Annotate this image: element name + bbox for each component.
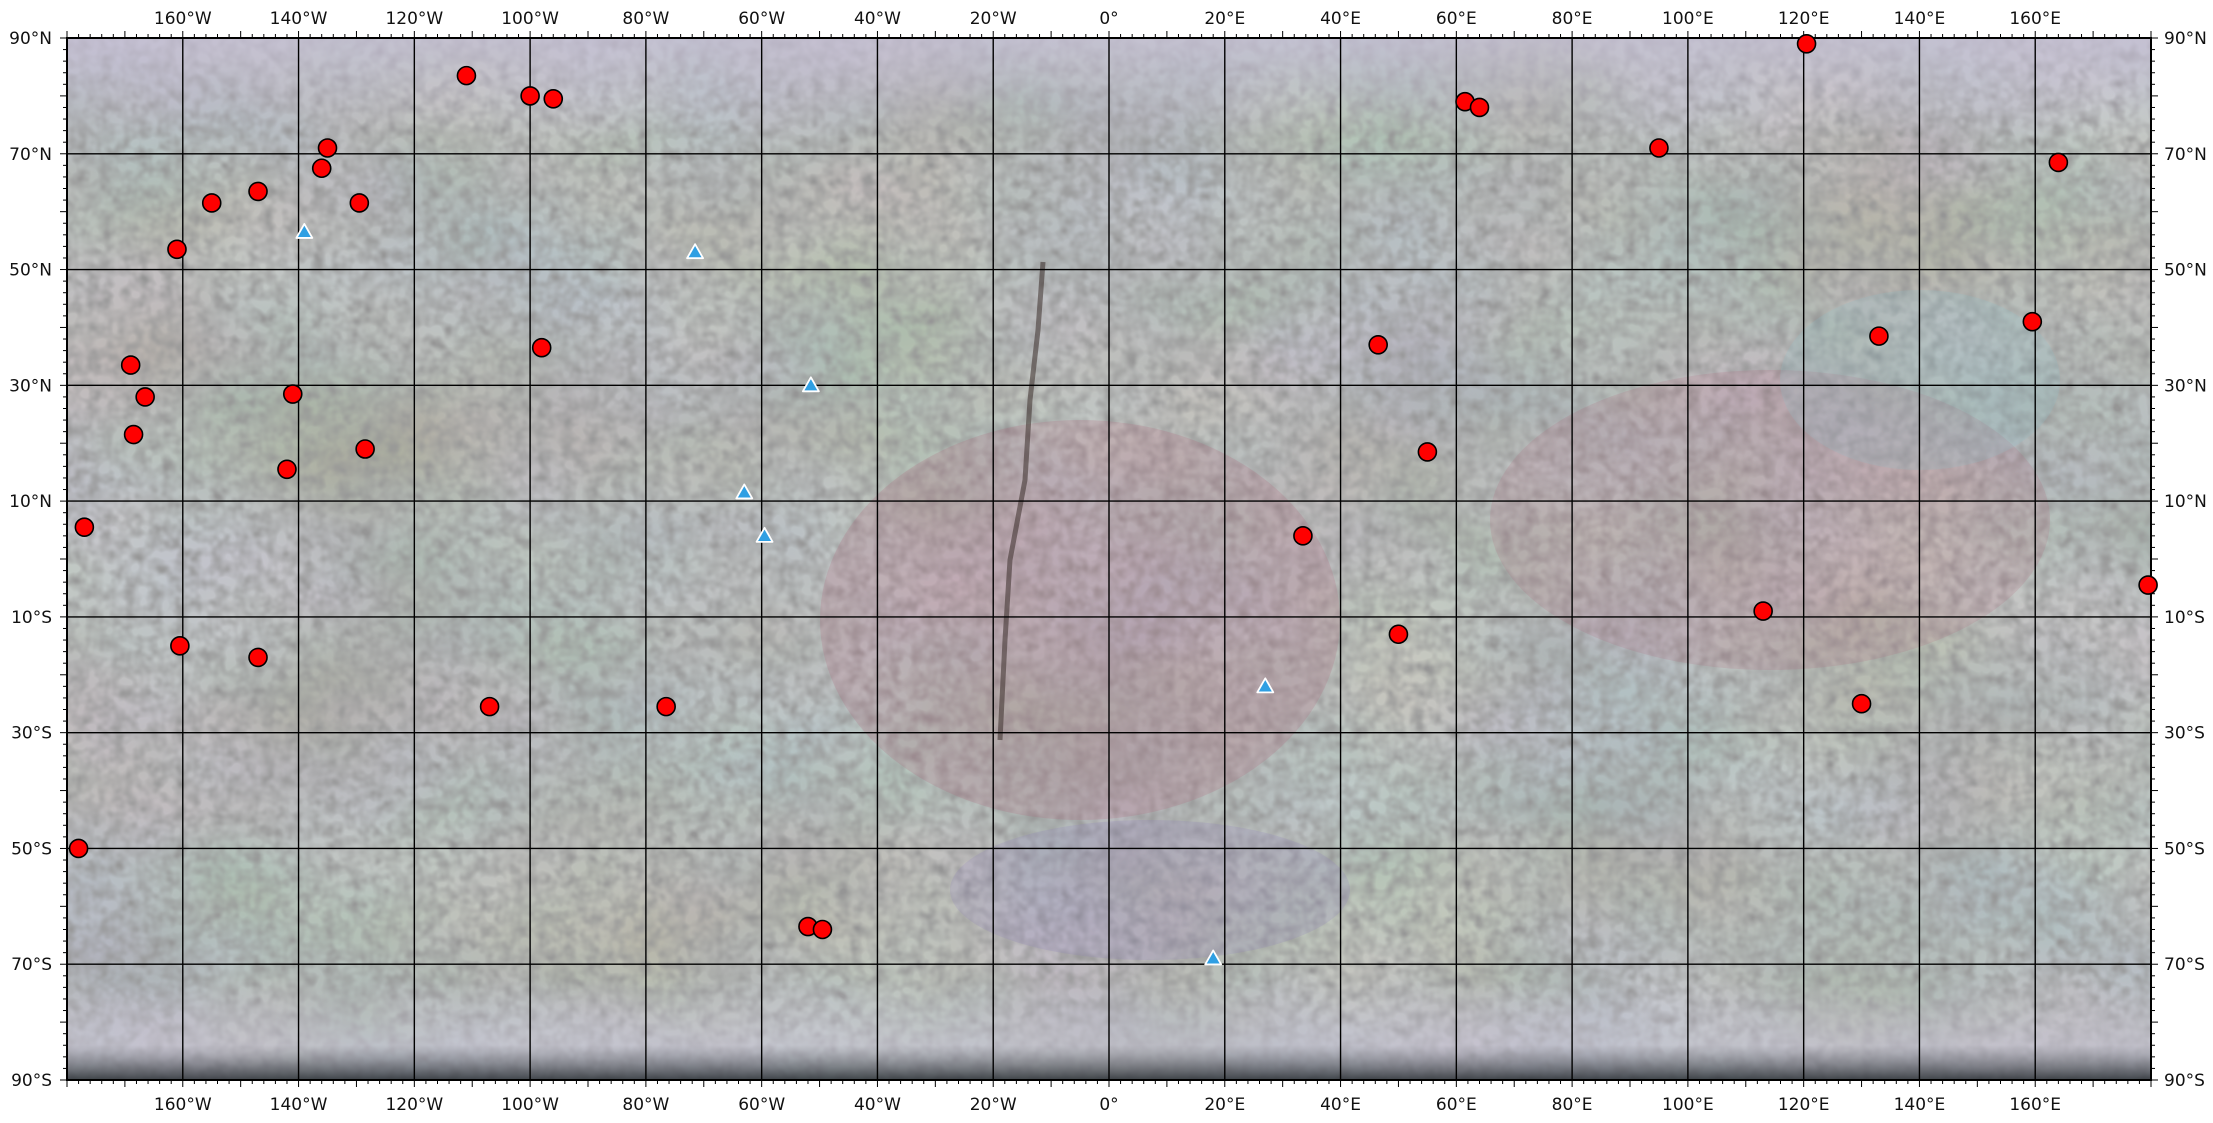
circle-marker (278, 460, 296, 478)
circle-marker (284, 385, 302, 403)
left-lat-tick-label: 50°S (11, 839, 52, 859)
right-lat-tick-label: 70°N (2164, 145, 2207, 165)
circle-marker (1754, 602, 1772, 620)
top-lon-tick-label: 0° (1099, 9, 1118, 29)
bottom-lon-tick-label: 100°W (501, 1095, 559, 1115)
right-lat-tick-label: 90°N (2164, 29, 2207, 49)
left-lat-tick-label: 90°N (9, 29, 52, 49)
circle-marker (136, 388, 154, 406)
top-lon-tick-label: 40°E (1320, 9, 1361, 29)
bottom-lon-tick-label: 80°W (622, 1095, 669, 1115)
circle-marker (70, 839, 88, 857)
left-lat-tick-label: 30°S (11, 724, 52, 744)
right-lat-tick-label: 30°N (2164, 376, 2207, 396)
circle-marker (457, 67, 475, 85)
left-lat-tick-label: 10°N (9, 492, 52, 512)
circle-marker (1798, 35, 1816, 53)
circle-marker (249, 182, 267, 200)
top-lon-tick-label: 140°E (1894, 9, 1946, 29)
circle-marker (1294, 527, 1312, 545)
bottom-lon-tick-label: 120°W (385, 1095, 443, 1115)
circle-marker (521, 87, 539, 105)
bottom-lon-tick-label: 20°W (970, 1095, 1017, 1115)
circle-marker (2023, 313, 2041, 331)
bottom-lon-tick-label: 20°E (1204, 1095, 1245, 1115)
bottom-lon-tick-label: 120°E (1778, 1095, 1830, 1115)
right-lat-tick-label: 90°S (2164, 1071, 2205, 1091)
right-lat-tick-label: 10°S (2164, 608, 2205, 628)
top-lon-tick-label: 20°E (1204, 9, 1245, 29)
top-lon-tick-label: 80°W (622, 9, 669, 29)
circle-marker (1650, 139, 1668, 157)
circle-marker (1389, 625, 1407, 643)
bottom-lon-tick-label: 160°W (154, 1095, 212, 1115)
top-lon-tick-label: 100°W (501, 9, 559, 29)
red-plains-region (820, 420, 1340, 820)
circle-marker (1870, 327, 1888, 345)
circle-marker (122, 356, 140, 374)
left-lat-tick-label: 50°N (9, 261, 52, 281)
left-lat-tick-label: 90°S (11, 1071, 52, 1091)
top-lon-tick-label: 40°W (854, 9, 901, 29)
top-lon-tick-label: 100°E (1662, 9, 1714, 29)
circle-marker (319, 139, 337, 157)
right-lat-tick-label: 50°S (2164, 839, 2205, 859)
circle-marker (313, 159, 331, 177)
right-lat-tick-label: 70°S (2164, 955, 2205, 975)
top-lon-tick-label: 20°W (970, 9, 1017, 29)
purple-low-region (950, 820, 1350, 960)
circle-marker (249, 648, 267, 666)
circle-marker (481, 698, 499, 716)
left-lat-tick-label: 70°S (11, 955, 52, 975)
circle-marker (813, 920, 831, 938)
left-lat-tick-label: 10°S (11, 608, 52, 628)
circle-marker (2049, 153, 2067, 171)
top-lon-tick-label: 140°W (270, 9, 328, 29)
circle-marker (1470, 98, 1488, 116)
circle-marker (1369, 336, 1387, 354)
circle-marker (2139, 576, 2157, 594)
circle-marker (75, 518, 93, 536)
circle-marker (657, 698, 675, 716)
top-lon-tick-label: 60°E (1436, 9, 1477, 29)
top-lon-tick-label: 120°W (385, 9, 443, 29)
top-lon-tick-label: 60°W (738, 9, 785, 29)
circle-marker (533, 339, 551, 357)
top-lon-tick-label: 120°E (1778, 9, 1830, 29)
bottom-lon-tick-label: 40°W (854, 1095, 901, 1115)
bottom-lon-tick-label: 60°W (738, 1095, 785, 1115)
bottom-lon-tick-label: 0° (1099, 1095, 1118, 1115)
circle-marker (350, 194, 368, 212)
circle-marker (125, 426, 143, 444)
bottom-lon-tick-label: 140°W (270, 1095, 328, 1115)
right-lat-tick-label: 30°S (2164, 724, 2205, 744)
right-lat-tick-label: 50°N (2164, 261, 2207, 281)
left-lat-tick-label: 30°N (9, 376, 52, 396)
bottom-lon-tick-label: 100°E (1662, 1095, 1714, 1115)
circle-marker (1418, 443, 1436, 461)
bottom-lon-tick-label: 160°E (2009, 1095, 2061, 1115)
circle-marker (356, 440, 374, 458)
top-lon-tick-label: 160°E (2009, 9, 2061, 29)
top-lon-tick-label: 80°E (1552, 9, 1593, 29)
top-lon-tick-label: 160°W (154, 9, 212, 29)
bottom-lon-tick-label: 80°E (1552, 1095, 1593, 1115)
circle-marker (203, 194, 221, 212)
circle-marker (168, 240, 186, 258)
bottom-lon-tick-label: 140°E (1894, 1095, 1946, 1115)
bottom-lon-tick-label: 40°E (1320, 1095, 1361, 1115)
bottom-lon-tick-label: 60°E (1436, 1095, 1477, 1115)
left-lat-tick-label: 70°N (9, 145, 52, 165)
circle-marker (544, 90, 562, 108)
circle-marker (1853, 695, 1871, 713)
circle-marker (171, 637, 189, 655)
right-lat-tick-label: 10°N (2164, 492, 2207, 512)
